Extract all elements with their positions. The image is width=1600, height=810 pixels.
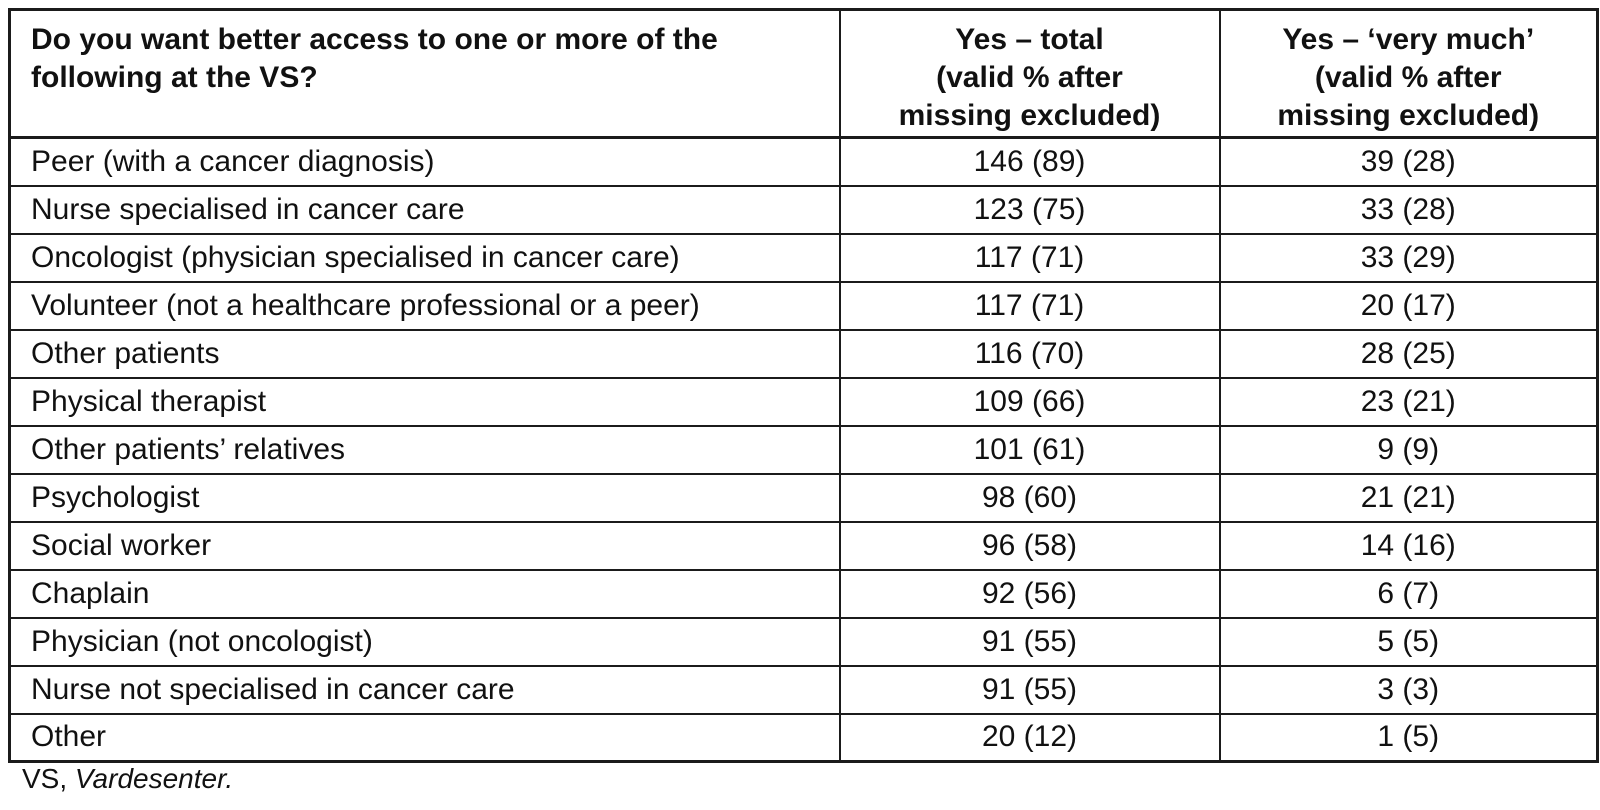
table-row: Peer (with a cancer diagnosis) 146 (89) 39…	[8, 136, 1599, 187]
table-row: Other 20 (12) 1 (5)	[8, 712, 1599, 763]
yes-total-cell: 91 (55)	[838, 616, 1221, 667]
row-label-cell: Social worker	[8, 520, 841, 571]
yes-total-cell: 109 (66)	[838, 376, 1221, 427]
table-body: Peer (with a cancer diagnosis) 146 (89) 39…	[8, 136, 1599, 763]
row-label-cell: Psychologist	[8, 472, 841, 523]
yes-total-cell: 91 (55)	[838, 664, 1221, 715]
table-row: Physician (not oncologist) 91 (55) 5 (5)	[8, 616, 1599, 667]
yes-very-much-cell: 33 (29)	[1218, 232, 1599, 283]
results-table: Do you want better access to one or more…	[8, 8, 1599, 763]
table-row: Other patients’ relatives 101 (61) 9 (9)	[8, 424, 1599, 475]
row-label-cell: Nurse not specialised in cancer care	[8, 664, 841, 715]
yes-total-header-cell: Yes – total (valid % after missing exclu…	[838, 8, 1221, 139]
row-label-cell: Physical therapist	[8, 376, 841, 427]
yes-total-cell: 101 (61)	[838, 424, 1221, 475]
row-label-cell: Volunteer (not a healthcare professional…	[8, 280, 841, 331]
row-label-cell: Other	[8, 712, 841, 763]
yes-total-cell: 117 (71)	[838, 232, 1221, 283]
yes-very-much-cell: 9 (9)	[1218, 424, 1599, 475]
yes-total-cell: 123 (75)	[838, 184, 1221, 235]
yes-total-cell: 96 (58)	[838, 520, 1221, 571]
yes-very-much-cell: 5 (5)	[1218, 616, 1599, 667]
footnote-term: Vardesenter.	[74, 763, 234, 794]
yes-very-much-cell: 28 (25)	[1218, 328, 1599, 379]
table-header: Do you want better access to one or more…	[8, 8, 1599, 139]
table-row: Other patients 116 (70) 28 (25)	[8, 328, 1599, 379]
table-row: Psychologist 98 (60) 21 (21)	[8, 472, 1599, 523]
table-row: Volunteer (not a healthcare professional…	[8, 280, 1599, 331]
yes-very-much-cell: 21 (21)	[1218, 472, 1599, 523]
yes-very-much-cell: 20 (17)	[1218, 280, 1599, 331]
row-label-cell: Chaplain	[8, 568, 841, 619]
row-label-cell: Physician (not oncologist)	[8, 616, 841, 667]
yes-very-much-cell: 39 (28)	[1218, 136, 1599, 187]
row-label-cell: Nurse specialised in cancer care	[8, 184, 841, 235]
table-row: Nurse specialised in cancer care 123 (75)…	[8, 184, 1599, 235]
table-row: Chaplain 92 (56) 6 (7)	[8, 568, 1599, 619]
yes-total-cell: 146 (89)	[838, 136, 1221, 187]
row-label-cell: Other patients	[8, 328, 841, 379]
footnote-abbreviation: VS,	[22, 763, 75, 794]
row-label-cell: Peer (with a cancer diagnosis)	[8, 136, 841, 187]
question-header-cell: Do you want better access to one or more…	[8, 8, 841, 139]
yes-very-much-cell: 14 (16)	[1218, 520, 1599, 571]
yes-total-cell: 116 (70)	[838, 328, 1221, 379]
yes-total-cell: 20 (12)	[838, 712, 1221, 763]
footnote: VS, Vardesenter.	[22, 762, 233, 796]
yes-very-much-cell: 3 (3)	[1218, 664, 1599, 715]
header-row: Do you want better access to one or more…	[8, 8, 1599, 139]
yes-total-cell: 92 (56)	[838, 568, 1221, 619]
yes-very-much-cell: 1 (5)	[1218, 712, 1599, 763]
yes-very-much-cell: 23 (21)	[1218, 376, 1599, 427]
yes-very-much-cell: 33 (28)	[1218, 184, 1599, 235]
row-label-cell: Other patients’ relatives	[8, 424, 841, 475]
table-row: Nurse not specialised in cancer care 91 (…	[8, 664, 1599, 715]
table-row: Physical therapist 109 (66) 23 (21)	[8, 376, 1599, 427]
yes-total-cell: 117 (71)	[838, 280, 1221, 331]
yes-very-much-header-cell: Yes – ‘very much’ (valid % after missing…	[1218, 8, 1599, 139]
yes-total-cell: 98 (60)	[838, 472, 1221, 523]
table-row: Oncologist (physician specialised in can…	[8, 232, 1599, 283]
yes-very-much-cell: 6 (7)	[1218, 568, 1599, 619]
table-row: Social worker 96 (58) 14 (16)	[8, 520, 1599, 571]
row-label-cell: Oncologist (physician specialised in can…	[8, 232, 841, 283]
